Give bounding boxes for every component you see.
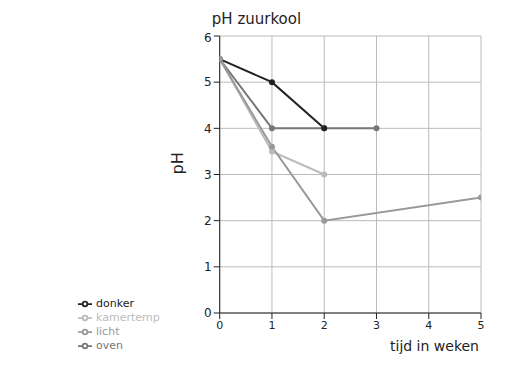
svg-text:1: 1 (268, 319, 275, 332)
svg-text:2: 2 (321, 319, 328, 332)
svg-text:0: 0 (216, 319, 223, 332)
svg-text:tijd in weken: tijd in weken (390, 338, 479, 354)
svg-text:3: 3 (204, 168, 212, 182)
svg-text:1: 1 (204, 260, 212, 274)
html-text:oven: oven (96, 339, 123, 352)
svg-text:6: 6 (204, 31, 212, 45)
svg-text:2: 2 (204, 214, 212, 228)
svg-text:0: 0 (204, 306, 212, 320)
html-text:donker: donker (96, 297, 134, 310)
html-text:licht: licht (96, 325, 120, 338)
svg-text:4: 4 (425, 319, 432, 332)
svg-text:5: 5 (204, 75, 212, 89)
html-text:kamertemp: kamertemp (96, 311, 160, 324)
svg-text:5: 5 (478, 319, 485, 332)
svg-text:3: 3 (373, 319, 380, 332)
html-text:pH zuurkool: pH zuurkool (211, 10, 302, 28)
svg-text:pH: pH (168, 152, 187, 174)
svg-text:4: 4 (204, 122, 212, 136)
